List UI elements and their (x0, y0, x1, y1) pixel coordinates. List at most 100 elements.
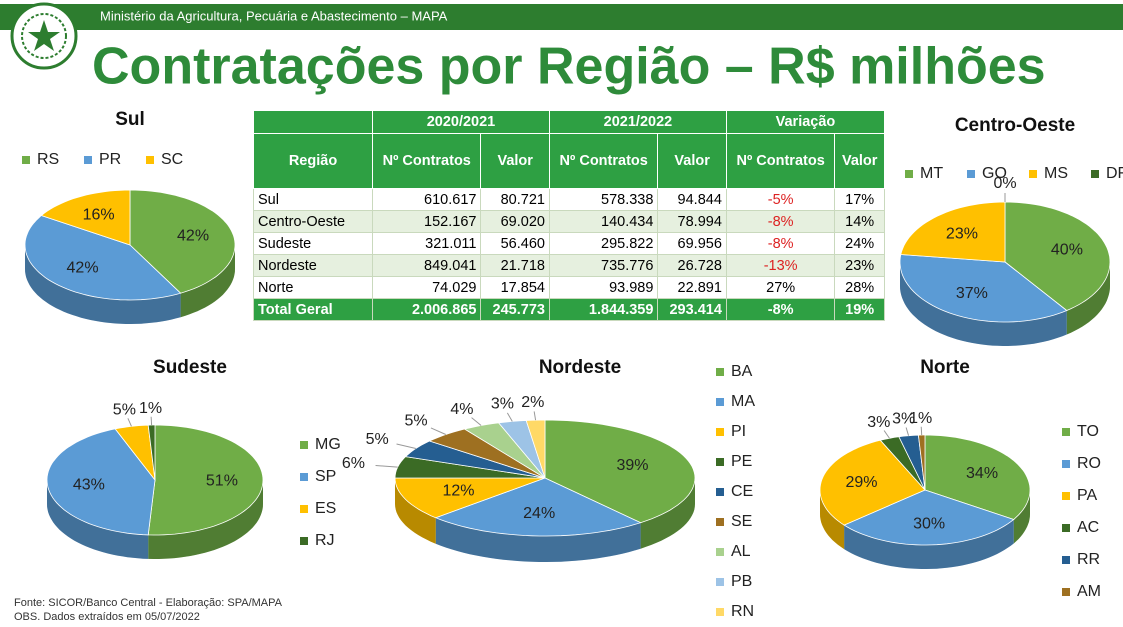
leader-line (506, 412, 513, 422)
table-row: Total Geral 2.006.865 245.773 1.844.359 293.… (253, 298, 885, 321)
table-row: Sudeste 321.011 56.460 295.822 69.956 -8% 24% (253, 232, 885, 255)
legend-swatch (300, 505, 308, 513)
header-cell: Valor (480, 133, 550, 189)
table-row: Norte 74.029 17.854 93.989 22.891 27% 28% (253, 276, 885, 299)
legend-label: AL (731, 543, 751, 560)
legend-label: BA (731, 363, 753, 380)
legend-label: TO (1077, 423, 1099, 440)
header-cell: 2021/2022 (548, 110, 727, 134)
table-cell: 17% (834, 188, 885, 211)
leader-line (375, 465, 398, 468)
slice (40, 189, 131, 246)
legend-label: MA (731, 393, 755, 410)
slice-side-shade (435, 517, 641, 562)
slice (843, 489, 1015, 546)
table-cell: Total Geral (253, 298, 373, 321)
data-label: 43% (73, 477, 105, 494)
chart-title: Norte (920, 357, 970, 378)
data-label: 3% (867, 414, 890, 431)
slice (24, 215, 182, 301)
table-cell: 610.617 (371, 188, 482, 211)
legend-swatch (84, 156, 92, 164)
header-cell: Valor (657, 133, 727, 189)
table-cell: 93.989 (548, 276, 659, 299)
table-cell: Centro-Oeste (253, 210, 373, 233)
leader-line (905, 427, 910, 436)
header-cell: 2020/2021 (372, 110, 550, 134)
legend-swatch (300, 473, 308, 481)
slice-side-shade (1013, 490, 1030, 544)
table-cell: 245.773 (480, 298, 550, 321)
slice-side (1066, 262, 1110, 335)
data-label: 37% (956, 285, 988, 302)
data-label: 3% (491, 396, 514, 413)
legend-swatch (1062, 588, 1070, 596)
legend-label: PE (731, 453, 752, 470)
table-cell: 27% (725, 276, 836, 299)
legend-swatch (716, 578, 724, 586)
slice-side (844, 519, 1014, 569)
legend-label: PR (99, 151, 121, 168)
table-cell: 23% (834, 254, 885, 277)
legend-swatch (1062, 428, 1070, 436)
data-label: 30% (913, 515, 945, 532)
legend-swatch (1062, 492, 1070, 500)
table-cell: 849.041 (371, 254, 482, 277)
logo-star (28, 20, 60, 51)
top-bar (0, 4, 1123, 30)
slice (394, 477, 546, 519)
logo-ring (21, 13, 67, 59)
data-table: 2020/2021 2021/2022 Variação Região Nº Contr… (253, 110, 886, 321)
table-cell: 24% (834, 232, 885, 255)
slice-side-shade (148, 480, 263, 559)
data-label: 5% (404, 413, 427, 430)
table-cell: 21.718 (480, 254, 550, 277)
chart-title: Nordeste (539, 357, 621, 378)
legend-swatch (716, 608, 724, 616)
header-cell: Nº Contratos (725, 133, 836, 189)
legend-label: SE (731, 513, 752, 530)
legend-label: DF (1106, 165, 1123, 182)
note: OBS. Dados extraídos em 05/07/2022 (14, 611, 200, 623)
header-cell: Nº Contratos (371, 133, 482, 189)
slice (544, 419, 696, 524)
slice-side (180, 245, 235, 318)
table-cell: 69.956 (657, 232, 727, 255)
table-row: Nordeste 849.041 21.718 735.776 26.728 -13% 23… (253, 254, 885, 277)
data-label: 6% (342, 455, 365, 472)
data-label: 42% (177, 228, 209, 245)
slice-side (900, 262, 1067, 346)
leader-line (396, 443, 417, 449)
table-cell: 69.020 (480, 210, 550, 233)
table-cell: 152.167 (371, 210, 482, 233)
legend-swatch (716, 458, 724, 466)
legend-label: MT (920, 165, 943, 182)
slice-side-shade (820, 490, 845, 550)
legend-swatch (716, 518, 724, 526)
table-row: Centro-Oeste 152.167 69.020 140.434 78.994 -8… (253, 210, 885, 233)
slice (900, 201, 1006, 263)
pie-chart: Sudeste 51% 43% 5% 1% MG SP ES RJ (46, 357, 341, 559)
legend-swatch (1062, 460, 1070, 468)
table-row: Sul 610.617 80.721 578.338 94.844 -5% 17% (253, 188, 885, 211)
legend-label: GO (982, 165, 1007, 182)
slice-side (25, 245, 181, 324)
legend-swatch (967, 170, 975, 178)
data-label: 40% (1051, 242, 1083, 259)
table-cell: 14% (834, 210, 885, 233)
table-cell: 80.721 (480, 188, 550, 211)
table-cell: 1.844.359 (548, 298, 659, 321)
table-cell: 293.414 (657, 298, 727, 321)
data-label: 1% (909, 410, 932, 427)
legend-label: RJ (315, 532, 335, 549)
table-cell: -13% (725, 254, 836, 277)
table-cell: 2.006.865 (371, 298, 482, 321)
data-label: 51% (206, 472, 238, 489)
table-cell: -8% (725, 298, 836, 321)
legend-label: PI (731, 423, 746, 440)
legend-swatch (300, 441, 308, 449)
legend-label: PB (731, 573, 752, 590)
slice-side-shade (640, 478, 695, 549)
legend-label: ES (315, 500, 336, 517)
